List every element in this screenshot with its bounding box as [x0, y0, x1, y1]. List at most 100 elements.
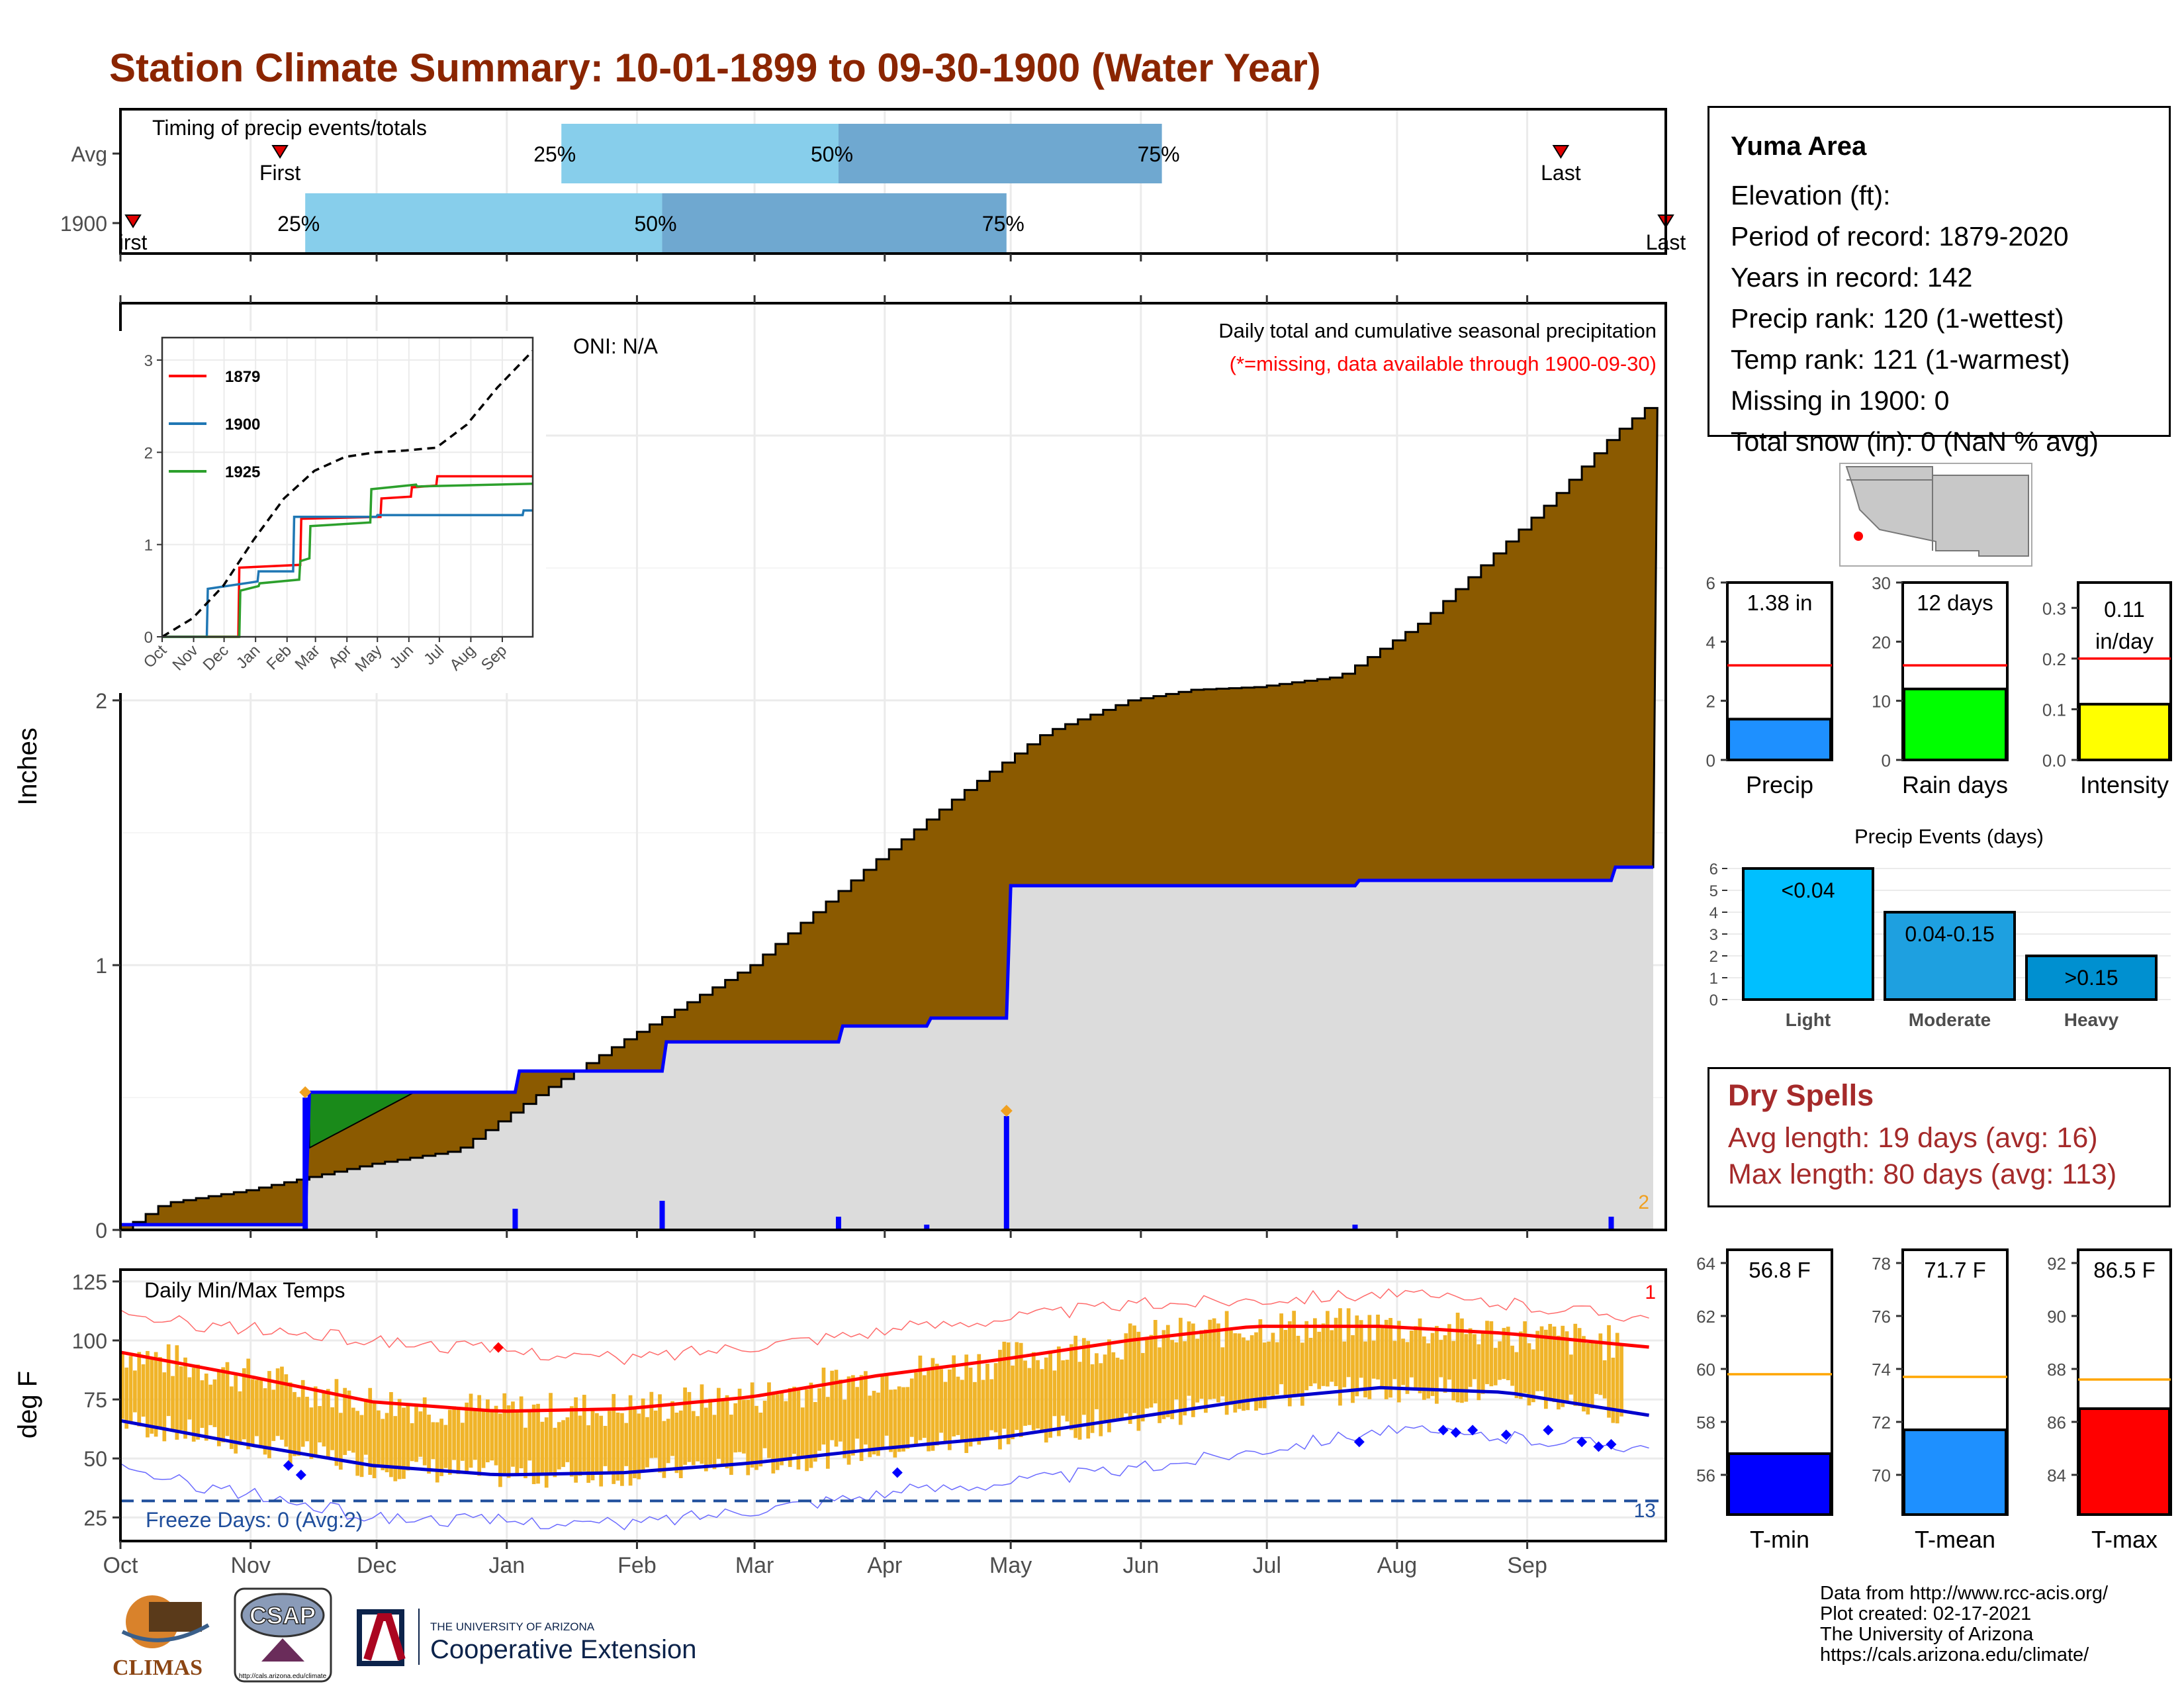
daily-temp-range-bar — [696, 1416, 700, 1462]
daily-temp-range-bar — [410, 1423, 414, 1462]
daily-temp-range-bar — [1158, 1347, 1161, 1423]
daily-temp-range-bar — [1493, 1348, 1498, 1385]
daily-temp-range-bar — [1388, 1317, 1392, 1398]
daily-temp-range-bar — [1086, 1340, 1091, 1439]
daily-temp-range-bar — [872, 1391, 876, 1455]
credit-line-created: Plot created: 02-17-2021 — [1820, 1603, 2032, 1624]
daily-temp-range-bar — [704, 1407, 708, 1472]
panel-t-mean: 71.7 F 70 72 74 76 78 T-mean — [1872, 1248, 2009, 1553]
daily-temp-range-bar — [805, 1389, 809, 1472]
daily-temp-range-bar — [1473, 1334, 1477, 1380]
bar-ytick-label: 0.2 — [2042, 649, 2066, 669]
daily-temp-range-bar — [1187, 1321, 1191, 1396]
daily-temp-range-bar — [762, 1401, 767, 1448]
daily-temp-range-bar — [477, 1395, 482, 1476]
daily-temp-range-bar — [498, 1413, 502, 1487]
temp-ytick-label: 100 — [72, 1329, 107, 1353]
daily-temp-range-bar — [536, 1403, 540, 1484]
daily-temp-range-bar — [447, 1409, 452, 1475]
daily-temp-range-bar — [641, 1398, 645, 1472]
daily-temp-range-bar — [1577, 1328, 1582, 1407]
daily-temp-range-bar — [1296, 1335, 1300, 1396]
daily-precip-bar — [659, 1201, 665, 1230]
daily-temp-range-bar — [839, 1380, 842, 1442]
daily-temp-range-bar — [905, 1387, 910, 1449]
daily-precip-bar — [836, 1217, 842, 1230]
daily-temp-range-bar — [649, 1391, 654, 1458]
daily-temp-range-bar — [355, 1411, 360, 1476]
credit-line-university: The University of Arizona — [1820, 1624, 2034, 1645]
daily-temp-range-bar — [1464, 1334, 1469, 1402]
bar-ytick-label: 6 — [1706, 573, 1715, 593]
daily-temp-range-bar — [1174, 1342, 1179, 1400]
bar-ytick-label: 76 — [1872, 1307, 1891, 1327]
daily-temp-range-bar — [1468, 1328, 1473, 1387]
daily-temp-range-bar — [1233, 1333, 1238, 1413]
daily-temp-range-bar — [922, 1375, 927, 1438]
inset-series-1900 — [162, 509, 533, 638]
station-precip-rank: Precip rank: 120 (1-wettest) — [1731, 303, 2064, 334]
daily-temp-range-bar — [864, 1371, 868, 1445]
daily-temp-range-bar — [540, 1421, 545, 1474]
daily-precip-bar — [512, 1209, 518, 1230]
daily-temp-range-bar — [469, 1393, 473, 1468]
daily-temp-range-bar — [502, 1393, 507, 1474]
daily-temp-range-bar — [154, 1352, 158, 1437]
daily-temp-range-bar — [1052, 1370, 1057, 1417]
daily-precip-bar — [302, 1098, 308, 1230]
bar-ytick-label: 20 — [1872, 632, 1891, 652]
timing-bar-q25-q50 — [305, 193, 662, 253]
daily-temp-range-bar — [1275, 1342, 1279, 1395]
precip-events-ytick-label: 0 — [1709, 992, 1718, 1009]
dry-spells-box: Dry Spells Avg length: 19 days (avg: 16)… — [1707, 1067, 2171, 1207]
daily-temp-range-bar — [1250, 1335, 1254, 1401]
precip-events-ytick-label: 4 — [1709, 904, 1718, 922]
precip-ytick-label: 0 — [95, 1219, 107, 1243]
daily-temp-range-bar — [162, 1372, 167, 1442]
daily-temp-range-bar — [1384, 1319, 1388, 1399]
daily-temp-range-bar — [402, 1407, 406, 1479]
csap-wordmark: CSAP — [250, 1602, 316, 1629]
temp-ytick-label: 50 — [83, 1447, 107, 1471]
station-period: Period of record: 1879-2020 — [1731, 221, 2069, 252]
daily-temp-range-bar — [947, 1369, 952, 1450]
daily-temp-range-bar — [981, 1380, 985, 1440]
daily-temp-range-bar — [216, 1371, 221, 1446]
daily-temp-range-bar — [1065, 1360, 1069, 1422]
daily-temp-range-bar — [565, 1417, 570, 1462]
daily-temp-range-bar — [1027, 1368, 1032, 1425]
precip-events-ytick-label: 6 — [1709, 861, 1718, 878]
value-label: 1.38 in — [1747, 590, 1812, 615]
daily-temp-range-bar — [1418, 1318, 1422, 1393]
daily-temp-range-bar — [683, 1387, 687, 1465]
daily-temp-range-bar — [998, 1350, 1002, 1450]
daily-temp-range-bar — [1380, 1327, 1385, 1387]
inset-average-line — [161, 350, 534, 638]
daily-temp-range-bar — [1594, 1342, 1598, 1394]
month-axis-label: Dec — [357, 1553, 396, 1578]
daily-temp-range-bar — [318, 1406, 322, 1443]
daily-temp-range-bar — [977, 1354, 981, 1445]
bar-panel-title: Precip — [1746, 771, 1813, 798]
daily-temp-range-bar — [569, 1406, 574, 1477]
daily-temp-range-bar — [608, 1411, 612, 1472]
daily-temp-range-bar — [721, 1399, 725, 1465]
logo-strip: CLIMAS CSAP http://cals.arizona.edu/clim… — [109, 1585, 771, 1685]
daily-temp-range-bar — [909, 1378, 914, 1437]
record-temp-marker-icon — [1576, 1436, 1588, 1448]
precip-events-ytick-label: 1 — [1709, 970, 1718, 988]
daily-temp-range-bar — [212, 1379, 217, 1427]
daily-temp-range-bar — [1204, 1329, 1208, 1413]
timing-panel-border — [119, 108, 1667, 255]
daily-temp-range-bar — [150, 1358, 154, 1434]
daily-temp-range-bar — [1510, 1345, 1514, 1386]
daily-temp-range-bar — [549, 1393, 553, 1474]
month-axis-label: Nov — [230, 1553, 270, 1578]
daily-temp-range-bar — [1426, 1343, 1431, 1399]
daily-temp-range-bar — [666, 1419, 670, 1464]
daily-temp-range-bar — [1401, 1338, 1405, 1385]
daily-temp-range-bar — [368, 1387, 373, 1476]
daily-temp-range-bar — [914, 1372, 918, 1445]
daily-temp-range-bar — [821, 1368, 826, 1445]
